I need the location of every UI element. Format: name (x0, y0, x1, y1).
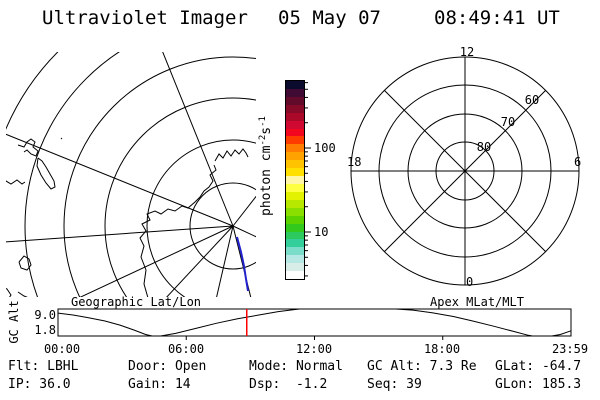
colorbar-tick-10: 10 (314, 225, 329, 239)
mlat-label-70: 70 (500, 115, 516, 129)
strip-chart-frame (57, 308, 572, 337)
polar-caption: Apex MLat/MLT (430, 295, 524, 309)
mlt-label-6: 6 (574, 155, 582, 169)
status-flt-ip: Flt: LBHL IP: 36.0 (8, 359, 79, 392)
xtick-0000: 00:00 (43, 342, 81, 356)
gc-alt-axis-label: GC Alt (7, 300, 21, 344)
status-glat-glon: GLat: -64.7 GLon: 185.3 (495, 359, 582, 392)
map-caption: Geographic Lat/Lon (70, 295, 202, 309)
date-display: 05 May 07 (278, 7, 381, 29)
mlat-label-60: 60 (524, 93, 540, 107)
mlt-polar-grid (350, 56, 580, 286)
colorbar-axis (305, 82, 311, 277)
status-gcalt-seq: GC Alt: 7.3 Re Seq: 39 (367, 359, 477, 392)
xtick-2359: 23:59 (551, 342, 589, 356)
mlt-label-18: 18 (347, 155, 362, 169)
ytick-1-8: 1.8 (34, 323, 56, 337)
gc-alt-curve (57, 308, 572, 337)
colorbar-unit-label: photon cm-2s-1 (257, 116, 275, 216)
mlt-label-12: 12 (459, 45, 475, 59)
time-display: 08:49:41 UT (434, 7, 560, 29)
ytick-9: 9.0 (34, 308, 56, 322)
status-door-gain: Door: Open Gain: 14 (128, 359, 207, 392)
mlat-label-80: 80 (476, 140, 492, 154)
strip-chart-xticks (185, 336, 444, 340)
terminator-line (236, 236, 249, 292)
mlt-label-0: 0 (466, 275, 474, 289)
xtick-0600: 06:00 (167, 342, 205, 356)
app-title: Ultraviolet Imager (42, 7, 248, 29)
xtick-1800: 18:00 (423, 342, 461, 356)
coastlines (6, 137, 249, 297)
intensity-colorbar (285, 80, 305, 280)
colorbar-tick-100: 100 (314, 141, 336, 155)
status-mode-dsp: Mode: Normal Dsp: -1.2 (249, 359, 343, 392)
xtick-1200: 12:00 (295, 342, 333, 356)
